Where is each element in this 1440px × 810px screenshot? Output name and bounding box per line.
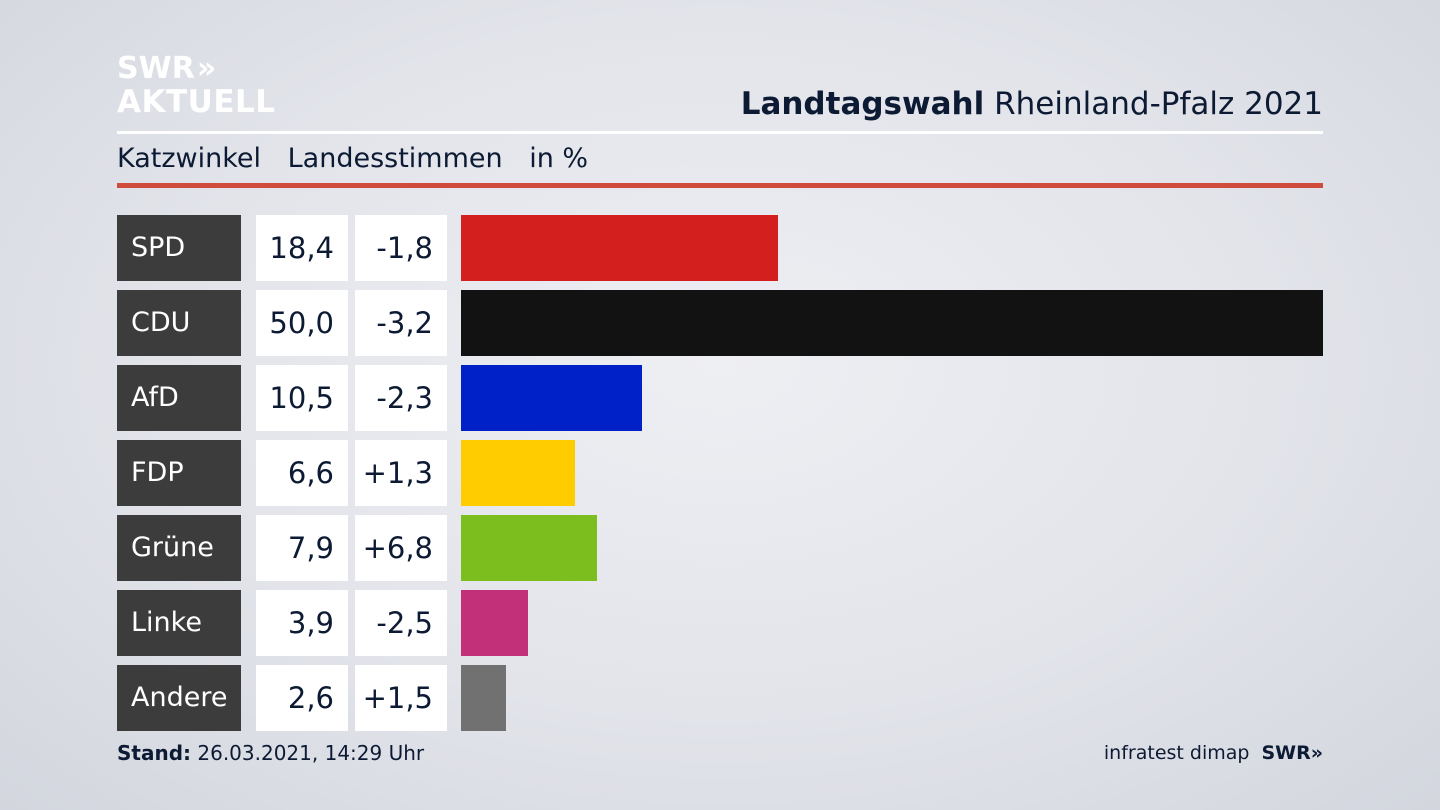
title-bold: Landtagswahl [740,86,985,122]
bar [461,365,642,431]
source-label: infratest dimap [1103,742,1250,764]
bar [461,590,528,656]
party-label: SPD [117,215,241,281]
diff-label: -2,3 [355,365,447,431]
swr-aktuell-logo: SWR» AKTUELL [117,54,276,118]
bar [461,290,1323,356]
party-label: Andere [117,665,241,731]
chevron-right-icon: » [196,51,217,86]
diff-label: +6,8 [355,515,447,581]
title-rest: Rheinland-Pfalz 2021 [984,86,1323,122]
diff-label: +1,3 [355,440,447,506]
swr-brand-logo: SWR» [1261,742,1323,764]
party-label: Linke [117,590,241,656]
diff-label: -1,8 [355,215,447,281]
subtitle-location: Katzwinkel [117,143,262,174]
party-label: FDP [117,440,241,506]
subtitle-type: Landesstimmen [287,143,503,174]
diff-label: -2,5 [355,590,447,656]
stand-value: 26.03.2021, 14:29 Uhr [191,741,425,765]
stand-label: Stand: [117,741,192,765]
diff-label: +1,5 [355,665,447,731]
value-label: 6,6 [256,440,348,506]
source-credit: infratest dimap SWR» [1104,742,1323,764]
diff-label: -3,2 [355,290,447,356]
party-label: CDU [117,290,241,356]
value-label: 18,4 [256,215,348,281]
page-title: Landtagswahl Rheinland-Pfalz 2021 [741,86,1323,122]
bar [461,215,778,281]
bar [461,515,597,581]
subtitle-unit: in % [529,143,589,174]
subtitle: Katzwinkel Landesstimmen in % [117,143,606,174]
value-label: 10,5 [256,365,348,431]
logo-line1: SWR [117,51,195,86]
bar [461,440,575,506]
party-label: Grüne [117,515,241,581]
value-label: 3,9 [256,590,348,656]
accent-divider [117,183,1323,188]
value-label: 2,6 [256,665,348,731]
value-label: 7,9 [256,515,348,581]
timestamp: Stand: 26.03.2021, 14:29 Uhr [117,741,424,765]
logo-line2: AKTUELL [117,84,276,120]
bar [461,665,506,731]
value-label: 50,0 [256,290,348,356]
party-label: AfD [117,365,241,431]
header-divider [117,131,1323,134]
